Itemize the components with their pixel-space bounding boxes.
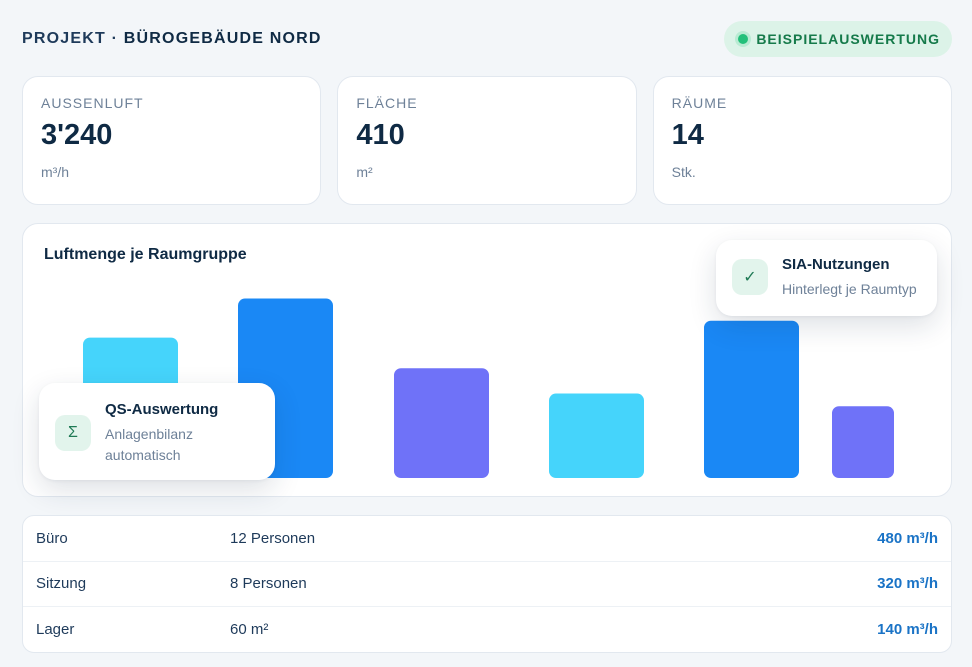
room-name: Sitzung [36, 575, 87, 593]
badge-label: BEISPIELAUSWERTUNG [756, 31, 940, 47]
header: PROJEKT · BÜROGEBÄUDE NORD BEISPIELAUSWE… [22, 20, 952, 58]
stat-card-aussenluft: AUSSENLUFT 3'240 m³/h [22, 76, 322, 205]
stat-value: 14 [671, 119, 704, 151]
stat-label: FLÄCHE [356, 95, 418, 111]
room-flow: 140 m³/h [877, 621, 938, 639]
bar-chart [83, 298, 894, 478]
stat-value: 3'240 [41, 119, 113, 151]
sia-card-title: SIA-Nutzungen [782, 256, 890, 273]
table-row[interactable]: Lager 60 m² 140 m³/h [23, 607, 951, 652]
chart-bar-4 [549, 393, 644, 478]
room-detail: 12 Personen [230, 529, 316, 547]
qs-card-line1: Anlagenbilanz [105, 426, 193, 442]
room-table: Büro 12 Personen 480 m³/h Sitzung 8 Pers… [22, 515, 952, 653]
chart-title: Luftmenge je Raumgruppe [44, 246, 247, 263]
sia-card-line1: Hinterlegt je Raumtyp [782, 281, 917, 297]
stat-value: 410 [356, 119, 405, 151]
qs-card-line2: automatisch [105, 447, 181, 463]
stat-unit: m² [356, 164, 373, 180]
stat-card-raeume: RÄUME 14 Stk. [652, 76, 952, 205]
stats-row: AUSSENLUFT 3'240 m³/h FLÄCHE 410 m² RÄUM… [22, 76, 952, 205]
room-detail: 60 m² [230, 621, 269, 639]
qs-auswertung-card: Σ QS-Auswertung Anlagenbilanz automatisc… [39, 383, 275, 480]
stat-label: RÄUME [671, 95, 728, 111]
room-name: Büro [36, 529, 68, 547]
chart-bar-5 [704, 320, 799, 478]
project-title: PROJEKT · BÜROGEBÄUDE NORD [22, 30, 322, 48]
chart-bar-3 [394, 368, 489, 478]
table-row[interactable]: Sitzung 8 Personen 320 m³/h [23, 562, 951, 608]
table-row[interactable]: Büro 12 Personen 480 m³/h [23, 516, 951, 562]
status-badge: BEISPIELAUSWERTUNG [724, 21, 952, 57]
sigma-icon: Σ [55, 415, 91, 451]
check-icon: ✓ [732, 259, 768, 295]
stat-label: AUSSENLUFT [41, 95, 144, 111]
stat-card-flaeche: FLÄCHE 410 m² [337, 76, 637, 205]
project-name: BÜROGEBÄUDE NORD [123, 30, 322, 47]
qs-card-title: QS-Auswertung [105, 401, 219, 418]
status-dot-icon [738, 34, 749, 44]
room-flow: 320 m³/h [877, 575, 938, 593]
room-name: Lager [36, 621, 75, 639]
stat-unit: m³/h [41, 164, 69, 180]
room-flow: 480 m³/h [877, 529, 938, 547]
sia-nutzungen-card: ✓ SIA-Nutzungen Hinterlegt je Raumtyp [716, 240, 937, 316]
stat-unit: Stk. [671, 164, 696, 180]
chart-bar-6 [832, 406, 894, 478]
project-prefix: PROJEKT · [22, 30, 124, 47]
room-detail: 8 Personen [230, 575, 307, 593]
